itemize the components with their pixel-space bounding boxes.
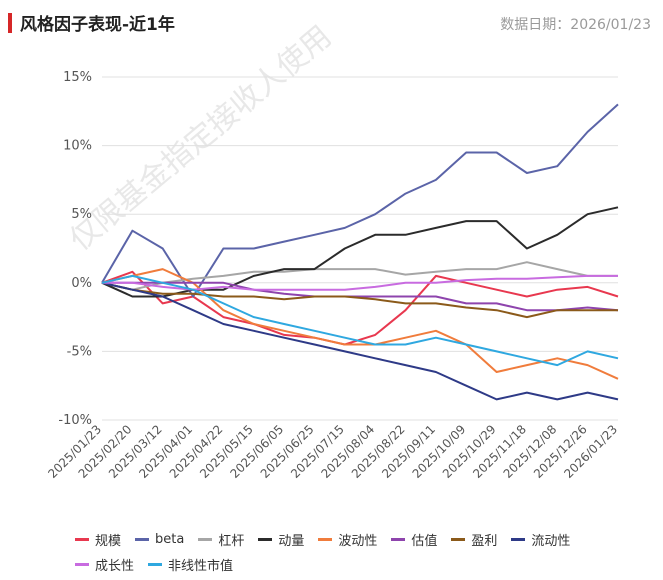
legend-swatch [148, 563, 163, 566]
legend-swatch [391, 538, 406, 541]
legend-swatch [75, 563, 89, 566]
y-tick-label: 10% [63, 139, 92, 154]
series-line-波动性 [101, 268, 619, 380]
legend-item[interactable]: 杠杆 [198, 530, 244, 549]
legend-item[interactable]: 盈利 [451, 530, 497, 549]
legend-item[interactable]: beta [135, 532, 184, 547]
legend-item[interactable]: 波动性 [318, 530, 377, 549]
legend-label: 成长性 [95, 559, 135, 574]
legend-swatch [135, 538, 150, 541]
legend-label: 盈利 [471, 534, 498, 549]
series-line-杠杆 [101, 261, 618, 291]
legend-label: 非线性市值 [168, 559, 234, 574]
series-line-估值 [102, 281, 619, 312]
title-accent-bar [8, 13, 12, 33]
style-factor-line-chart: -10%-5%0%5%10%15%2025/01/232025/02/20202… [45, 70, 620, 481]
legend-item[interactable]: 非线性市值 [148, 555, 233, 574]
series-line-规模 [101, 270, 619, 346]
legend-item[interactable]: 流动性 [511, 530, 570, 549]
legend-swatch [318, 538, 333, 541]
page-title: 风格因子表现-近1年 [20, 15, 175, 35]
series-line-动量 [101, 206, 619, 298]
y-tick-label: 5% [71, 207, 92, 222]
series-line-流动性 [101, 281, 619, 401]
legend-item[interactable]: 动量 [258, 530, 304, 549]
data-date: 数据日期：2026/01/23 [500, 17, 651, 33]
legend-swatch [198, 538, 213, 541]
legend-item[interactable]: 成长性 [75, 555, 134, 574]
legend-item[interactable]: 估值 [391, 530, 437, 549]
legend-swatch [258, 538, 273, 541]
legend-label: 波动性 [338, 534, 378, 549]
series-line-盈利 [101, 281, 618, 319]
legend-label: beta [155, 532, 185, 547]
series-line-非线性市值 [101, 274, 619, 367]
y-tick-label: 15% [63, 70, 92, 85]
legend-swatch [75, 538, 89, 541]
legend-label: 杠杆 [218, 534, 245, 549]
y-tick-label: -10% [58, 413, 92, 428]
legend-label: 流动性 [531, 534, 571, 549]
legend-item[interactable]: 规模 [75, 530, 121, 549]
legend-swatch [451, 538, 466, 541]
series-line-beta [101, 103, 619, 298]
chart-legend: 规模 beta 杠杆 动量 波动性 估值 盈利 流动性成长性 非线性市值 [75, 530, 655, 580]
legend-label: 动量 [278, 534, 305, 549]
legend-swatch [511, 538, 526, 541]
legend-label: 规模 [95, 534, 122, 549]
y-tick-label: 0% [71, 276, 92, 291]
y-tick-label: -5% [67, 344, 92, 359]
legend-label: 估值 [411, 534, 438, 549]
header: 风格因子表现-近1年 数据日期：2026/01/23 [0, 0, 663, 48]
